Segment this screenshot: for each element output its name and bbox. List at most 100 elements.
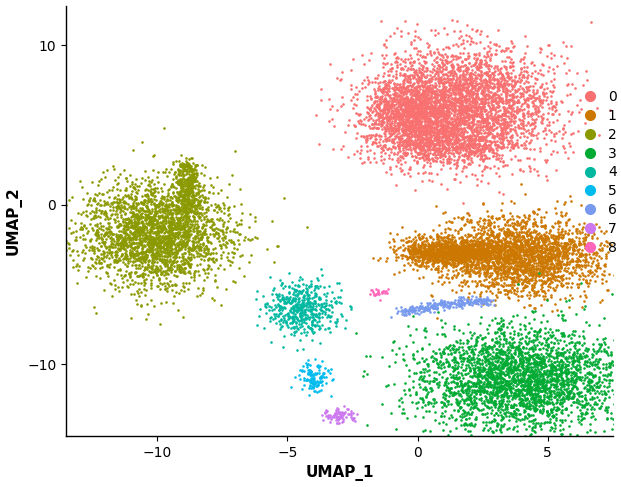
- Point: [465, 262, 474, 270]
- Point: [485, 56, 495, 64]
- Point: [398, 77, 408, 85]
- Point: [537, 99, 547, 107]
- Point: [508, 117, 518, 125]
- Point: [320, 305, 330, 313]
- Point: [357, 79, 367, 87]
- Point: [151, 207, 161, 215]
- Point: [492, 353, 502, 361]
- Point: [184, 236, 194, 244]
- Point: [524, 356, 534, 363]
- Point: [439, 262, 449, 269]
- Point: [444, 108, 454, 115]
- Point: [431, 251, 441, 259]
- Point: [171, 209, 181, 217]
- Point: [388, 90, 397, 98]
- Point: [389, 79, 399, 87]
- Point: [107, 230, 117, 238]
- Point: [462, 105, 472, 113]
- Point: [485, 359, 495, 367]
- Point: [440, 116, 450, 124]
- Point: [524, 337, 534, 345]
- Point: [409, 112, 419, 120]
- Point: [184, 199, 194, 206]
- Point: [510, 140, 520, 148]
- Point: [599, 271, 609, 279]
- Point: [168, 224, 178, 231]
- Point: [519, 250, 529, 258]
- Point: [535, 327, 545, 335]
- Point: [366, 286, 376, 294]
- Point: [447, 117, 457, 125]
- Point: [199, 209, 209, 217]
- Point: [406, 62, 415, 70]
- Point: [229, 225, 239, 233]
- Point: [445, 244, 455, 252]
- Point: [473, 237, 483, 244]
- Point: [457, 87, 467, 94]
- Point: [459, 276, 469, 284]
- Point: [485, 143, 495, 151]
- Point: [493, 103, 503, 111]
- Point: [164, 210, 174, 218]
- Point: [454, 118, 464, 126]
- Point: [483, 367, 493, 375]
- Point: [521, 239, 531, 246]
- Point: [491, 264, 501, 272]
- Point: [441, 243, 451, 250]
- Point: [470, 254, 480, 262]
- Point: [452, 163, 462, 170]
- Point: [444, 251, 454, 259]
- Point: [517, 245, 527, 253]
- Point: [457, 384, 467, 392]
- Point: [487, 359, 497, 367]
- Point: [438, 79, 448, 87]
- Point: [417, 146, 427, 153]
- Point: [426, 74, 436, 82]
- Point: [555, 337, 564, 344]
- Point: [580, 250, 590, 258]
- Point: [499, 75, 509, 82]
- Point: [509, 269, 519, 277]
- Point: [429, 118, 439, 126]
- Point: [430, 108, 440, 115]
- Point: [518, 381, 528, 389]
- Point: [140, 231, 150, 239]
- Point: [365, 105, 374, 112]
- Point: [408, 138, 418, 146]
- Point: [437, 248, 447, 256]
- Point: [509, 381, 519, 389]
- Point: [515, 245, 525, 253]
- Point: [294, 371, 304, 379]
- Point: [289, 303, 299, 311]
- Point: [397, 65, 407, 73]
- Point: [140, 278, 150, 286]
- Point: [390, 114, 400, 122]
- Point: [492, 230, 502, 238]
- Point: [583, 258, 593, 266]
- Point: [481, 393, 491, 401]
- Point: [325, 105, 335, 112]
- Point: [509, 43, 519, 51]
- Point: [516, 141, 526, 149]
- Point: [448, 99, 458, 107]
- Point: [509, 366, 519, 374]
- Point: [447, 249, 457, 257]
- Point: [381, 114, 391, 122]
- Point: [468, 97, 478, 105]
- Point: [403, 307, 413, 315]
- Point: [438, 138, 448, 146]
- Point: [175, 205, 185, 212]
- Point: [175, 157, 184, 165]
- Point: [560, 294, 570, 301]
- Point: [507, 412, 517, 419]
- Point: [464, 377, 474, 385]
- Point: [511, 250, 521, 258]
- Point: [417, 149, 427, 156]
- Point: [489, 228, 499, 236]
- Point: [278, 291, 288, 299]
- Point: [436, 242, 446, 250]
- Point: [458, 254, 468, 262]
- Point: [548, 118, 558, 126]
- Point: [425, 110, 435, 118]
- Point: [447, 17, 457, 24]
